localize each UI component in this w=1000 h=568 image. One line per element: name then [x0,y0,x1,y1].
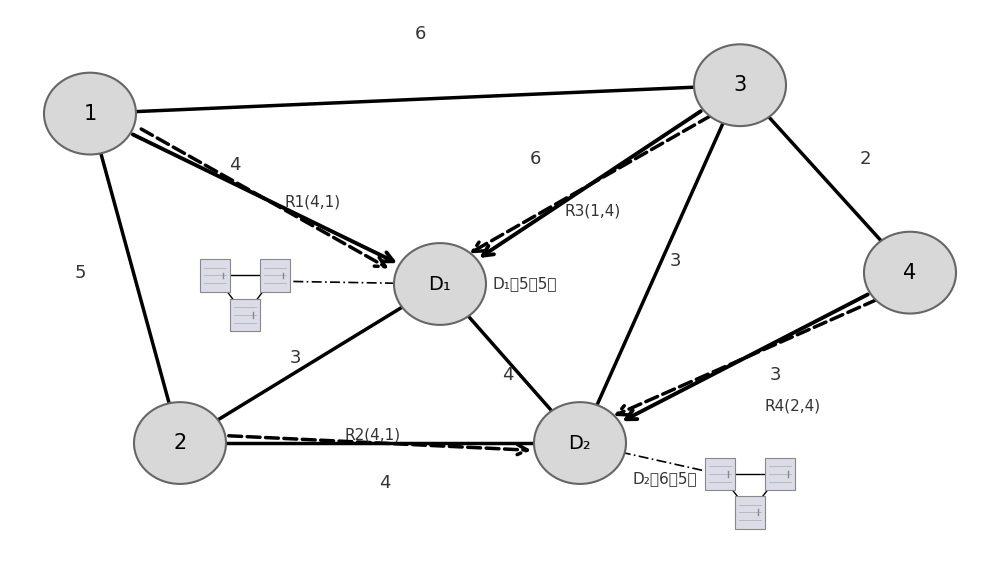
Ellipse shape [864,232,956,314]
Text: 4: 4 [379,474,391,492]
Text: 3: 3 [733,75,747,95]
Text: R1(4,1): R1(4,1) [285,194,341,209]
FancyBboxPatch shape [735,496,765,528]
Text: D₂: D₂ [569,433,591,453]
Text: D₂（6，5）: D₂（6，5） [632,471,697,486]
FancyBboxPatch shape [230,299,260,332]
Text: 4: 4 [229,156,241,174]
Text: 6: 6 [414,25,426,43]
Text: R4(2,4): R4(2,4) [765,399,821,414]
Text: 6: 6 [529,150,541,168]
FancyBboxPatch shape [705,458,735,490]
Text: 4: 4 [502,366,514,384]
Ellipse shape [394,243,486,325]
Text: 4: 4 [903,262,917,283]
Ellipse shape [534,402,626,484]
FancyBboxPatch shape [260,260,290,292]
Text: 3: 3 [289,349,301,367]
Text: R2(4,1): R2(4,1) [345,427,401,442]
Text: D₁（5，5）: D₁（5，5） [492,277,556,291]
Ellipse shape [134,402,226,484]
Text: 3: 3 [669,252,681,270]
Text: 5: 5 [74,264,86,282]
Text: 1: 1 [83,103,97,124]
Text: R3(1,4): R3(1,4) [565,204,621,219]
Text: 2: 2 [859,150,871,168]
Text: 3: 3 [769,366,781,384]
FancyBboxPatch shape [765,458,795,490]
Text: D₁: D₁ [429,274,451,294]
FancyBboxPatch shape [200,260,230,292]
Text: 2: 2 [173,433,187,453]
Ellipse shape [44,73,136,154]
Ellipse shape [694,44,786,126]
